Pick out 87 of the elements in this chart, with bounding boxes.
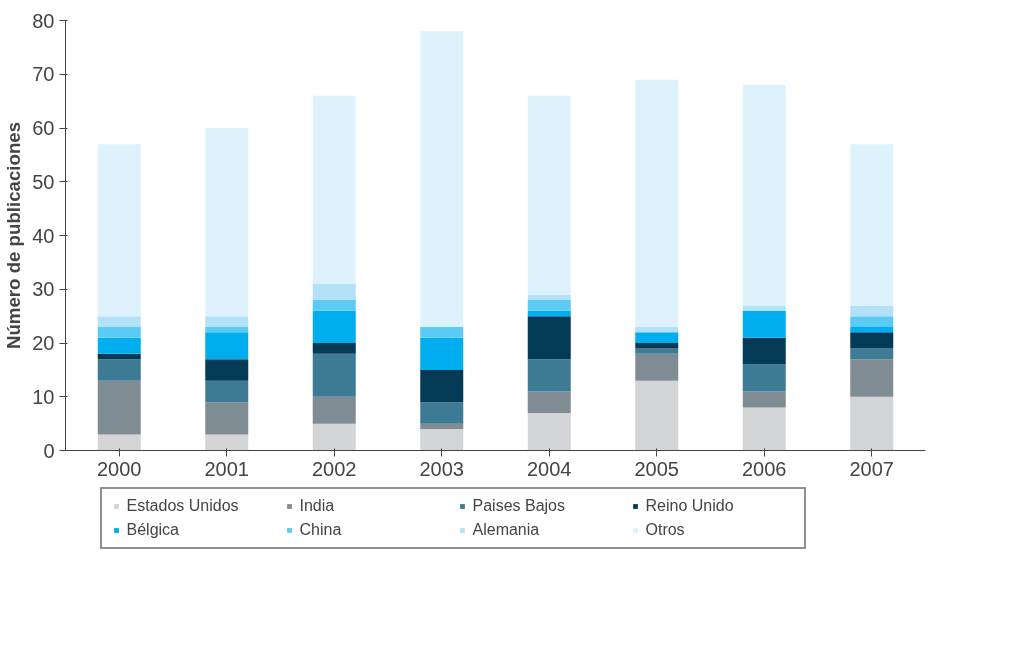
x-tick-label: 2001 (204, 457, 249, 480)
bar (527, 310, 571, 317)
x-tick-label: 2005 (634, 457, 679, 480)
legend-label: Alemania (472, 521, 541, 539)
bar (312, 423, 356, 451)
bar (742, 364, 786, 392)
bar (742, 407, 786, 451)
bar (205, 380, 249, 403)
bar (850, 332, 894, 349)
bar (205, 316, 249, 327)
bar (312, 353, 356, 397)
y-tick-label: 50 (32, 170, 55, 193)
x-tick-label: 2002 (312, 457, 357, 480)
legend-label: China (299, 521, 343, 539)
bar (527, 95, 571, 295)
legend-label: Paises Bajos (472, 497, 566, 515)
bar (527, 316, 571, 360)
bar (205, 128, 249, 317)
bar (97, 353, 141, 360)
bar (205, 332, 249, 360)
bar (420, 326, 464, 338)
y-tick-label: 20 (32, 332, 55, 354)
bar (635, 348, 679, 354)
bar (527, 300, 571, 311)
x-tick-label: 2004 (527, 457, 572, 480)
legend-label: Otros (645, 521, 686, 539)
bar (97, 359, 141, 381)
bar (635, 332, 679, 343)
bar (312, 310, 356, 343)
x-tick-label: 2003 (419, 457, 464, 480)
bar (742, 391, 786, 408)
y-tick-label: 70 (32, 63, 55, 86)
bar (420, 423, 464, 429)
bar (635, 353, 679, 381)
bar (97, 380, 141, 435)
legend-label: India (299, 497, 336, 515)
bar (420, 402, 464, 424)
bar (850, 316, 894, 327)
bar (635, 380, 679, 451)
bar (527, 359, 571, 392)
bar (635, 326, 679, 333)
y-tick-label: 60 (32, 117, 55, 139)
y-tick-label: 30 (32, 278, 55, 301)
y-tick-label: 80 (32, 9, 55, 32)
bar (420, 429, 464, 451)
bar (635, 79, 679, 327)
bar (97, 326, 141, 338)
bar (312, 343, 356, 354)
bar (97, 316, 141, 327)
y-axis-title: Número de publicaciones (3, 121, 25, 350)
y-tick-label: 0 (43, 439, 55, 462)
bar (205, 359, 249, 381)
bar (742, 310, 786, 338)
legend-label: Bélgica (126, 521, 180, 539)
bar (97, 144, 141, 317)
legend-label: Reino Unido (645, 497, 735, 515)
bar (97, 434, 141, 451)
bar (850, 348, 894, 360)
bar (420, 369, 464, 403)
bar (312, 396, 356, 424)
bar (527, 294, 571, 300)
bar (742, 305, 786, 311)
bar (850, 396, 894, 451)
bar (97, 337, 141, 354)
legend-label: Estados Unidos (126, 497, 240, 515)
bar (205, 402, 249, 435)
bar (850, 144, 894, 306)
x-tick-label: 2000 (97, 457, 142, 480)
bar (527, 412, 571, 451)
bar (635, 343, 679, 349)
bar (850, 359, 894, 397)
bar (742, 85, 786, 306)
y-tick-label: 40 (32, 224, 55, 247)
bar (205, 434, 249, 451)
bar (850, 305, 894, 317)
y-tick-label: 10 (32, 385, 55, 408)
bar (742, 337, 786, 365)
bar (420, 31, 464, 327)
bar (850, 326, 894, 333)
bar (312, 300, 356, 311)
x-tick-label: 2006 (742, 457, 787, 480)
bar (205, 326, 249, 333)
x-tick-label: 2007 (849, 457, 894, 480)
bar (312, 95, 356, 284)
bar (312, 283, 356, 300)
bar (527, 391, 571, 413)
bar (420, 337, 464, 370)
